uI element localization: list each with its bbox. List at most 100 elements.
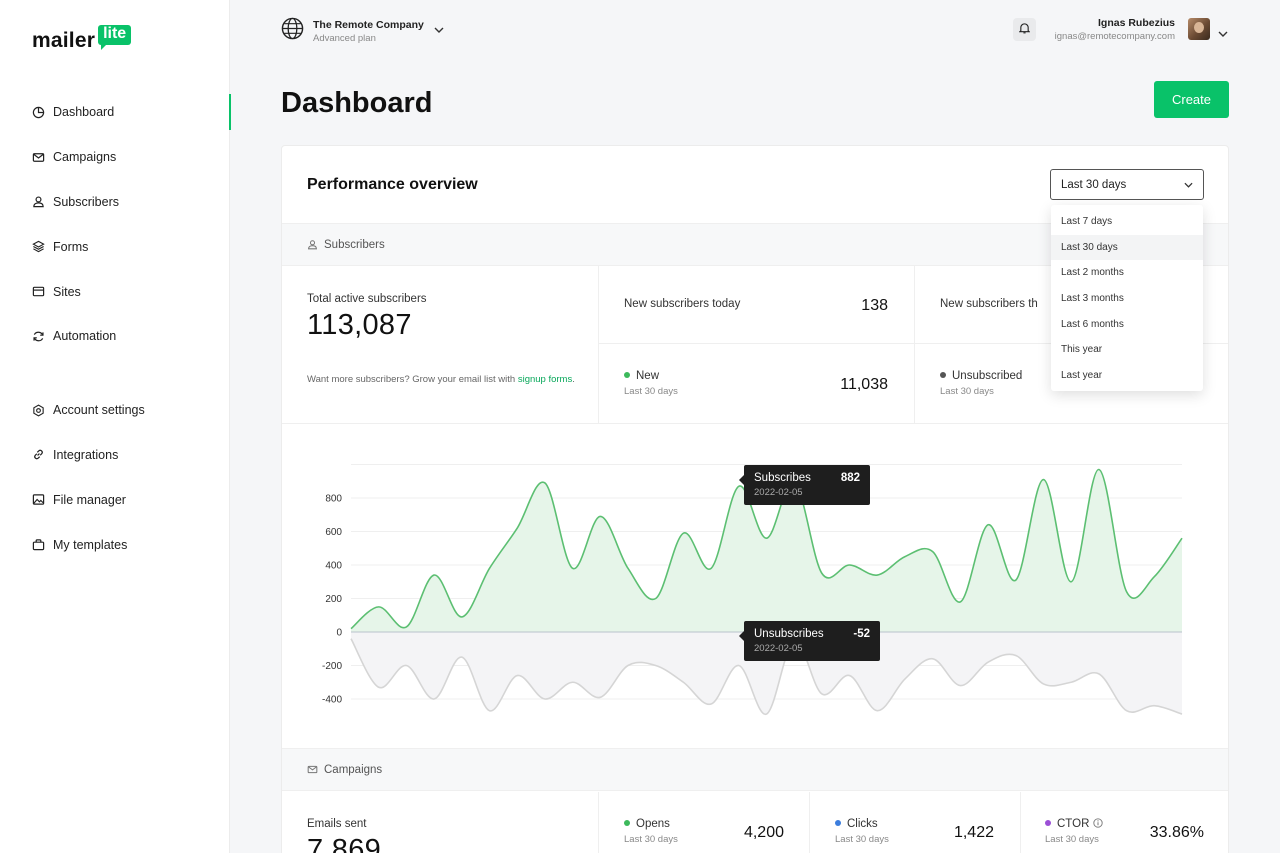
dropdown-option[interactable]: Last 6 months [1061,318,1124,330]
dropdown-option[interactable]: This year [1061,344,1103,356]
sidebar-item-label: File manager [53,492,126,507]
new-legend: New [624,370,659,382]
opens-dot [624,820,630,826]
total-active-subscribers: Total active subscribers 113,087 [307,293,427,342]
logo-badge: lite [98,25,132,50]
new-period: Last 30 days [624,386,678,397]
tooltip-date: 2022-02-05 [754,487,803,498]
y-tick-label: 800 [325,494,342,505]
ctor-period: Last 30 days [1045,834,1099,845]
y-tick-label: 400 [325,561,342,572]
sidebar-item-label: Subscribers [53,194,119,209]
tooltip-label: Unsubscribes [754,628,824,640]
org-plan: Advanced plan [313,32,376,44]
y-tick-label: 0 [336,628,342,639]
sidebar-item-account-settings[interactable]: Account settings [0,388,230,433]
sidebar-item-label: Campaigns [53,150,117,165]
dropdown-option[interactable]: Last 3 months [1061,293,1124,305]
user-name: Ignas Rubezius [1097,17,1175,29]
emails-sent-value: 7,869 [307,834,382,853]
y-tick-label: 600 [325,527,342,538]
sidebar-nav: Dashboard Campaigns Subscribers Forms Si… [0,90,231,567]
new-value: 11,038 [840,376,888,393]
new-subscribers-month-label: New subscribers th [940,298,1038,310]
tooltip-value: 882 [840,472,860,484]
sidebar-item-sites[interactable]: Sites [0,269,230,314]
refresh-icon [31,329,45,343]
user-menu[interactable]: Ignas Rubezius ignas@remotecompany.com [1055,17,1175,42]
stat-value: 113,087 [307,309,412,341]
sidebar-item-label: Account settings [53,403,145,418]
sidebar-item-automation[interactable]: Automation [0,314,230,359]
stat-label: Total active subscribers [307,293,427,305]
signup-forms-link[interactable]: signup forms [517,374,573,385]
opens-legend: Opens [624,818,670,830]
unsubscribed-dot [940,372,946,378]
gear-icon [31,403,45,417]
sidebar-item-my-templates[interactable]: My templates [0,522,230,567]
org-name: The Remote Company [313,18,424,31]
sidebar: mailer lite Dashboard Campaigns Subscrib… [0,0,231,853]
bag-icon [31,538,45,552]
chevron-down-icon[interactable] [1218,24,1228,42]
create-button[interactable]: Create [1154,81,1229,118]
mail-icon [307,764,318,775]
sidebar-item-label: Forms [53,239,89,254]
tooltip-label: Subscribes [754,472,811,484]
new-subscribers-today-value: 138 [861,297,888,314]
opens-period: Last 30 days [624,834,678,845]
dropdown-option-selected[interactable]: Last 30 days [1051,234,1203,261]
unsubscribed-period: Last 30 days [940,386,994,397]
dropdown-option[interactable]: Last year [1061,369,1103,381]
globe-icon [281,17,304,45]
subscriber-stats: Total active subscribers 113,087 Want mo… [282,266,1228,424]
user-icon [31,195,45,209]
page-title: Dashboard [281,87,433,119]
logo-text: mailer [32,29,96,52]
chart-svg: 800 600 400 200 0 -200 -400 [322,464,1183,715]
sidebar-item-file-manager[interactable]: File manager [0,477,230,522]
layers-icon [31,240,45,254]
date-range-value: Last 30 days [1061,178,1127,191]
subscribes-tooltip: Subscribes 882 2022-02-05 [739,465,870,505]
y-tick-label: -400 [322,695,342,706]
sidebar-item-label: Integrations [53,447,119,462]
clicks-period: Last 30 days [835,834,889,845]
ctor-dot [1045,820,1051,826]
unsubscribes-area [351,632,1182,715]
subscribers-chart: 800 600 400 200 0 -200 -400 Subscribes 882 2022… [282,425,1228,748]
sidebar-item-label: Sites [53,284,81,299]
ctor-legend: CTOR [1045,818,1103,830]
sidebar-item-label: Dashboard [53,105,115,120]
sidebar-item-dashboard[interactable]: Dashboard [0,90,231,135]
unsubscribed-legend: Unsubscribed [940,370,1022,382]
dropdown-option[interactable]: Last 7 days [1061,216,1113,228]
sidebar-item-label: Automation [53,329,117,344]
date-range-select[interactable]: Last 30 days [1050,169,1204,200]
sidebar-item-integrations[interactable]: Integrations [0,433,230,478]
avatar[interactable] [1188,18,1210,40]
pie-chart-icon [31,105,45,119]
date-range-dropdown: Last 7 days Last 30 days Last 2 months L… [1051,205,1203,391]
ctor-value: 33.86% [1149,824,1204,841]
user-icon [307,239,318,250]
mailerlite-logo[interactable]: mailer lite [32,25,132,52]
note-end: . [572,374,575,385]
sidebar-item-forms[interactable]: Forms [0,224,230,269]
link-icon [31,448,45,462]
sidebar-item-subscribers[interactable]: Subscribers [0,180,230,225]
sidebar-item-label: My templates [53,537,128,552]
unsubscribes-tooltip: Unsubscribes -52 2022-02-05 [739,621,880,661]
org-switcher[interactable]: The Remote Company Advanced plan [281,17,444,45]
dropdown-option[interactable]: Last 2 months [1061,267,1124,279]
notifications-button[interactable] [1013,18,1036,41]
sidebar-item-campaigns[interactable]: Campaigns [0,135,230,180]
section-label: Subscribers [324,238,385,251]
tooltip-date: 2022-02-05 [754,643,803,654]
emails-sent-label: Emails sent [307,818,367,830]
card-title: Performance overview [307,176,478,193]
clicks-value: 1,422 [953,824,994,841]
image-icon [31,493,45,507]
info-icon[interactable] [1092,818,1103,828]
new-dot [624,372,630,378]
